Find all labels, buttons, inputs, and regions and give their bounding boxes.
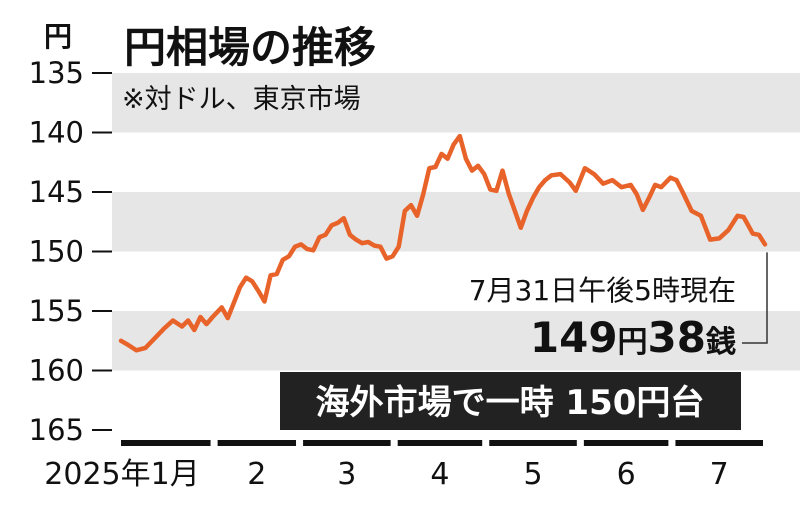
x-month-segment [583,440,669,446]
x-month-segment [397,440,483,446]
x-month-label: 5 [523,457,542,492]
band-2 [112,311,800,371]
y-axis: 135 140 145 150 155 160 165 [29,56,112,447]
x-month-label: 7 [710,457,729,492]
y-unit-label: 円 [44,20,72,53]
x-month-segment [217,440,297,446]
y-tick-label: 160 [29,354,84,388]
x-month-segment [303,440,391,446]
x-axis: 2025年1月 2 3 4 5 6 7 [44,440,763,492]
band-0 [112,73,800,133]
y-tick-label: 135 [29,56,84,90]
y-tick-label: 145 [29,175,84,209]
x-month-segment [489,440,577,446]
leader-polyline [742,252,768,344]
chart-title: 円相場の推移 [124,23,376,72]
series-line-layer [118,133,768,353]
latest-date-label: 7月31日午後5時現在 [469,274,736,307]
headline-text: 海外市場で一時 150円台 [316,383,705,423]
band-1 [112,192,800,252]
headline-box [280,372,741,430]
y-tick-label: 165 [29,413,84,447]
x-month-label: 2 [247,457,266,492]
latest-value-sen-unit: 銭 [705,325,736,360]
x-month-segment [121,440,211,446]
x-month-label: 6 [617,457,636,492]
latest-value-yen-unit: 円 [618,325,648,360]
y-tick-label: 140 [29,116,84,150]
chart-subtitle: ※対ドル、東京市場 [122,84,361,115]
leader-line [742,252,768,344]
y-tick-label: 150 [29,235,84,269]
latest-value-label: 149円38銭 [530,313,736,362]
latest-value-sen: 38 [648,313,706,362]
x-month-label: 4 [430,457,449,492]
x-month-label: 3 [337,457,356,492]
series-line-0 [118,133,768,353]
x-month-segment [675,440,763,446]
latest-value-yen: 149 [530,313,618,362]
x-month-label: 2025年1月 [44,457,199,492]
y-tick-label: 155 [29,294,84,328]
